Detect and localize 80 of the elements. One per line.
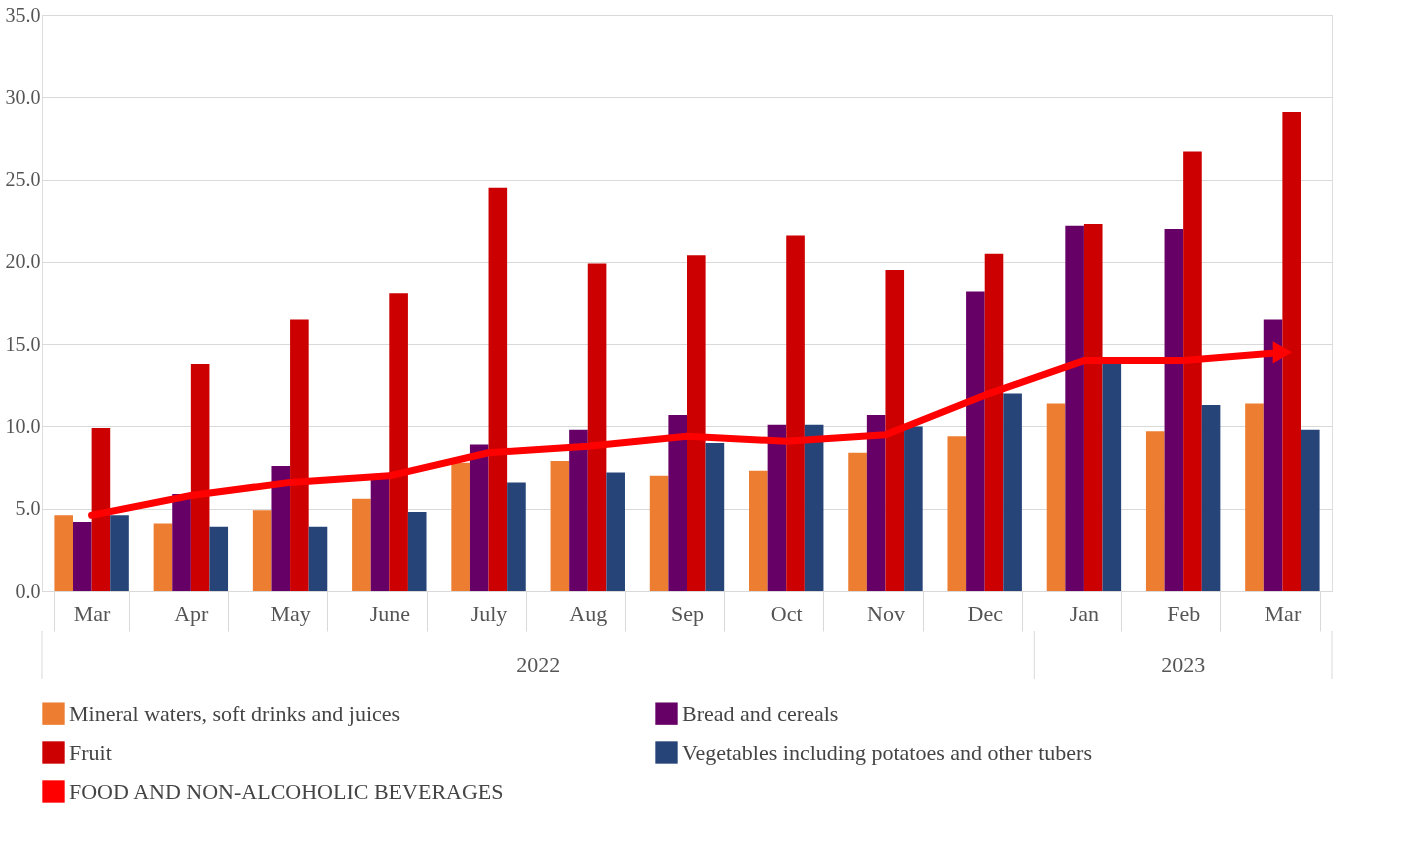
y-tick-label: 5.0: [15, 497, 41, 520]
bar: [984, 253, 1004, 591]
bar: [1263, 319, 1283, 591]
bar: [1046, 403, 1066, 591]
bar: [1083, 224, 1103, 591]
x-tick-label: Nov: [867, 600, 905, 626]
x-tick-label: Aug: [569, 600, 608, 626]
bar: [451, 462, 470, 591]
legend-label: Mineral waters, soft drinks and juices: [69, 700, 401, 726]
bar: [1300, 429, 1320, 591]
bar: [1065, 225, 1084, 591]
bar: [767, 424, 787, 591]
bar: [190, 363, 210, 591]
y-tick-label: 35.0: [5, 3, 41, 26]
legend-label: Vegetables including potatoes and other tubers: [682, 739, 1092, 765]
bar: [1183, 151, 1202, 591]
bar: [687, 255, 706, 591]
bar: [252, 510, 272, 591]
bar: [172, 493, 191, 591]
bar: [587, 263, 607, 591]
y-tick-label: 30.0: [5, 85, 41, 108]
bar: [209, 526, 229, 591]
bar: [308, 526, 328, 591]
bar: [705, 442, 725, 591]
y-tick-label: 10.0: [5, 414, 41, 437]
x-tick-label: Mar: [73, 600, 112, 626]
bar: [1201, 405, 1221, 591]
x-tick-label: Apr: [174, 600, 210, 626]
legend-label: Fruit: [69, 739, 112, 765]
bar: [1245, 403, 1264, 591]
y-tick-label: 15.0: [5, 332, 41, 355]
bar: [407, 512, 427, 591]
x-tick-label: Oct: [770, 600, 803, 626]
x-tick-label: Sep: [671, 600, 704, 626]
x-tick-label: June: [369, 600, 410, 626]
bar: [389, 293, 408, 591]
bar: [668, 414, 687, 591]
y-tick-label: 0.0: [15, 579, 41, 602]
x-tick-label: July: [470, 600, 508, 626]
bar: [488, 187, 508, 591]
bar: [904, 426, 923, 591]
bar: [110, 515, 129, 591]
x-tick-label: Dec: [967, 600, 1004, 626]
x-tick-label: Feb: [1167, 600, 1201, 626]
bar: [749, 470, 768, 591]
x-tick-label: May: [270, 600, 311, 626]
bar: [370, 477, 390, 591]
y-tick-label: 20.0: [5, 250, 41, 273]
bar: [469, 444, 489, 591]
bar: [1003, 393, 1022, 591]
bar: [73, 521, 92, 591]
bar: [1282, 112, 1301, 591]
bar: [848, 452, 867, 591]
bar: [1145, 431, 1165, 591]
bar: [866, 414, 886, 591]
legend-label: FOOD AND NON-ALCOHOLIC BEVERAGES: [69, 778, 504, 804]
bar: [507, 482, 526, 591]
x-tick-label: Mar: [1264, 600, 1302, 626]
bar: [153, 523, 173, 591]
legend-label: Bread and cereals: [682, 700, 839, 726]
bar: [606, 472, 625, 591]
bar: [91, 428, 111, 591]
bar: [550, 460, 570, 591]
bar: [649, 475, 669, 591]
bar: [966, 291, 985, 591]
bar: [352, 498, 371, 591]
bar: [804, 424, 824, 591]
bar: [1164, 228, 1184, 591]
text: 2023: [1161, 652, 1206, 677]
bar: [569, 429, 588, 591]
bar: [786, 235, 805, 591]
x-tick-label: Jan: [1069, 600, 1100, 626]
y-tick-label: 25.0: [5, 168, 41, 191]
bar: [290, 319, 309, 591]
bar: [947, 436, 967, 591]
bar: [271, 465, 291, 591]
bar: [1102, 363, 1122, 591]
text: 2022: [516, 652, 561, 677]
bar: [885, 270, 905, 591]
bar: [54, 515, 74, 591]
